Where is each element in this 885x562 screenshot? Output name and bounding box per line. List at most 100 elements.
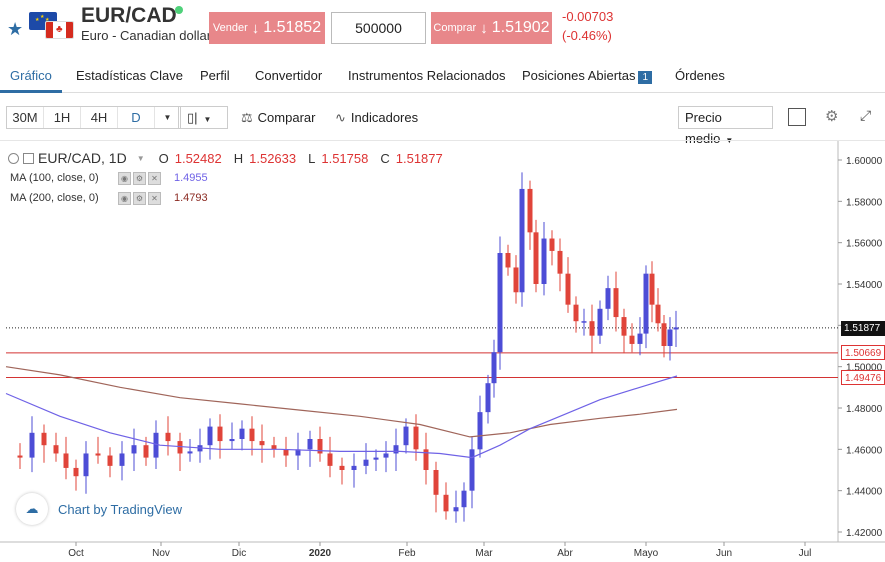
candle-body — [565, 273, 571, 305]
visibility-toggle-icon[interactable] — [8, 152, 19, 164]
time-tick-label: 2020 — [309, 548, 332, 559]
tab-perfil[interactable]: Perfil — [200, 68, 230, 83]
high-key: H — [233, 150, 244, 166]
candle-body — [295, 449, 301, 456]
candle-body — [373, 457, 379, 460]
gear-icon[interactable]: ⚙ — [133, 192, 146, 205]
tab-grafico[interactable]: Gráfico — [10, 68, 52, 83]
candle-body — [351, 465, 357, 470]
indicators-button[interactable]: ∿ Indicadores — [335, 110, 418, 126]
candle-body — [229, 439, 235, 442]
candle-body — [53, 445, 59, 454]
open-value: 1.52482 — [174, 150, 222, 166]
compare-button[interactable]: ⚖ Comparar — [241, 110, 315, 126]
ma100-legend: MA (100, close, 0) ◉ ⚙ ✕ 1.4955 — [10, 172, 208, 185]
timeframe-30m[interactable]: 30M — [7, 107, 44, 128]
candle-body — [513, 267, 519, 293]
candle-body — [63, 453, 69, 468]
open-key: O — [158, 150, 169, 166]
instrument-symbol: EUR/CAD — [81, 4, 177, 27]
candle-body — [613, 288, 619, 318]
tradingview-logo-icon[interactable]: ☁ — [16, 493, 48, 525]
time-tick-label: Mayo — [634, 548, 659, 559]
candle-body — [307, 439, 313, 450]
chevron-down-icon: ▼ — [203, 115, 212, 124]
candle-body — [153, 432, 159, 458]
tab-posiciones-abiertas[interactable]: Posiciones Abiertas 1 — [522, 68, 653, 84]
snapshot-toggle-button[interactable] — [788, 108, 806, 126]
candle-body — [573, 304, 579, 322]
tab-convertidor[interactable]: Convertidor — [255, 68, 323, 83]
candle-body — [83, 453, 89, 477]
tab-instrumentos-relacionados[interactable]: Instrumentos Relacionados — [348, 68, 506, 83]
close-icon[interactable]: ✕ — [148, 172, 161, 185]
candle-body — [383, 453, 389, 458]
candle-body — [217, 426, 223, 442]
candle-body — [207, 426, 213, 446]
ma100-value: 1.4955 — [174, 172, 208, 184]
close-icon[interactable]: ✕ — [148, 192, 161, 205]
chart-type-select[interactable]: ▯| ▼ — [178, 106, 228, 129]
timeframe-1h[interactable]: 1H — [44, 107, 81, 128]
high-value: 1.52633 — [249, 150, 297, 166]
sell-button[interactable]: Vender ↓ 1.51852 — [209, 12, 325, 44]
buy-price: 1.51902 — [491, 19, 550, 36]
price-chart[interactable]: 1.600001.580001.560001.540001.520001.500… — [0, 140, 885, 561]
sell-label: Vender — [212, 22, 248, 34]
chart-toolbar: 30M 1H 4H D ▼ ▯| ▼ ⚖ Comparar ∿ Indicadores… — [0, 100, 885, 146]
candle-body — [433, 470, 439, 495]
candle-body — [667, 329, 673, 346]
close-value: 1.51877 — [395, 150, 443, 166]
ma100-label: MA (100, close, 0) — [10, 172, 99, 184]
time-tick-label: Jun — [716, 548, 732, 559]
candle-body — [17, 455, 23, 458]
timeframe-dropdown-caret-icon[interactable]: ▼ — [163, 113, 172, 122]
gear-icon[interactable]: ⚙ — [825, 108, 839, 125]
fullscreen-expand-icon[interactable]: ⤢ — [860, 107, 872, 123]
candle-body — [443, 494, 449, 512]
ma100-line — [5, 375, 678, 459]
time-tick-label: Mar — [475, 548, 493, 559]
eye-icon[interactable]: ◉ — [118, 172, 131, 185]
time-tick-label: Nov — [152, 548, 170, 559]
candle-body — [597, 308, 603, 336]
time-tick-label: Feb — [398, 548, 416, 559]
candle-body — [497, 253, 503, 353]
chart-canvas[interactable]: 1.600001.580001.560001.540001.520001.500… — [0, 141, 885, 562]
tab-estadisticas-clave[interactable]: Estadísticas Clave — [76, 68, 183, 83]
timeframe-4h[interactable]: 4H — [81, 107, 118, 128]
candle-body — [581, 321, 587, 323]
candle-body — [29, 432, 35, 458]
eye-icon[interactable]: ◉ — [118, 192, 131, 205]
candle-body — [283, 449, 289, 456]
candle-body — [533, 232, 539, 284]
candle-body — [461, 490, 467, 508]
price-tick-label: 1.46000 — [846, 445, 883, 456]
tradingview-attribution-link[interactable]: Chart by TradingView — [58, 502, 183, 517]
candle-body — [453, 507, 459, 512]
candle-body — [339, 465, 345, 470]
candle-body — [317, 439, 323, 454]
candle-body — [673, 327, 679, 330]
candle-body — [423, 449, 429, 470]
candle-body — [187, 451, 193, 454]
timeframe-d[interactable]: D — [118, 107, 155, 128]
candle-body — [119, 453, 125, 466]
gear-icon[interactable]: ⚙ — [133, 172, 146, 185]
instrument-header: ★ ★ ★ ★ ♣ EUR/CAD Euro - Canadian dollar V… — [0, 0, 885, 60]
candle-body — [549, 238, 555, 251]
tab-ordenes[interactable]: Órdenes — [675, 68, 725, 83]
collapse-toggle-icon[interactable] — [23, 152, 34, 164]
time-tick-label: Oct — [68, 548, 84, 559]
candle-body — [485, 383, 491, 413]
candle-body — [629, 335, 635, 344]
price-tick-label: 1.50000 — [846, 363, 883, 374]
favorite-star-icon[interactable]: ★ — [7, 19, 24, 39]
price-tick-label: 1.60000 — [846, 156, 883, 167]
active-tab-indicator — [0, 90, 62, 93]
buy-button[interactable]: Comprar ↓ 1.51902 — [431, 12, 552, 44]
quantity-input[interactable] — [331, 12, 426, 44]
chevron-down-icon[interactable]: ▼ — [136, 153, 145, 163]
low-value: 1.51758 — [321, 150, 369, 166]
price-mode-select[interactable]: Precio medio ▼ — [678, 106, 773, 146]
